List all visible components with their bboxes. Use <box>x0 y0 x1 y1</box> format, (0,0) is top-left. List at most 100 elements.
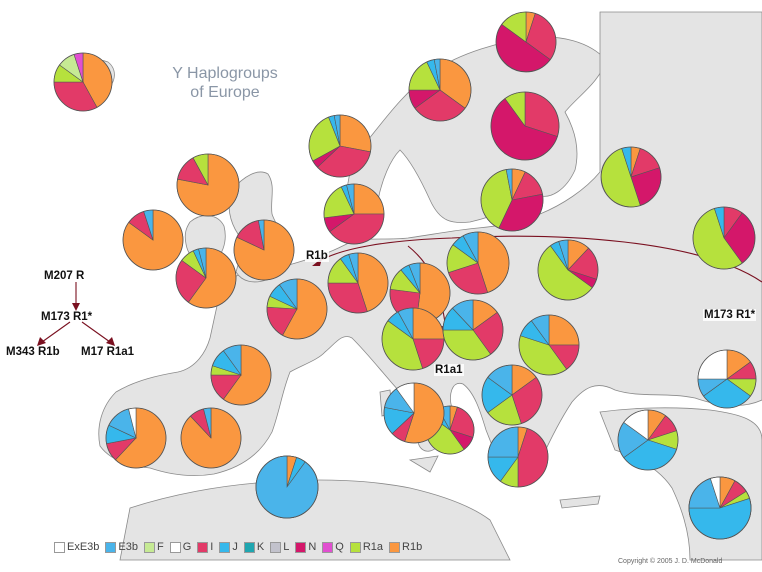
legend-label-i: I <box>210 541 214 553</box>
pie-ireland <box>122 209 184 271</box>
north-africa-landmass <box>119 479 511 561</box>
legend-item-e3b: E3b <box>105 541 138 553</box>
pie-finland <box>490 91 560 161</box>
legend: ExE3b E3b F G I J K L N Q R1a R1b <box>54 541 428 553</box>
pie-outline <box>323 183 385 245</box>
pie-outline <box>481 364 543 426</box>
pie-outline <box>327 252 389 314</box>
legend-swatch-r1b <box>389 541 401 553</box>
scandinavia-landmass <box>346 36 607 226</box>
pie-outline <box>175 247 237 309</box>
pie-outline <box>408 58 472 122</box>
pie-outline <box>688 476 752 540</box>
pie-norway-north- <box>408 58 472 122</box>
pie-turkey <box>617 409 679 471</box>
tree-right-label: M17 R1a1 <box>81 346 135 358</box>
legend-swatch-e3b <box>105 541 117 553</box>
pie-outline <box>383 382 445 444</box>
tree-left-label: M343 R1b <box>6 346 60 358</box>
pie-outline <box>442 299 504 361</box>
legend-item-r1b: R1b <box>389 541 422 553</box>
legend-item-g: G <box>169 541 192 553</box>
pie-outline <box>697 349 757 409</box>
legend-item-j: J <box>219 541 238 553</box>
pie-outline <box>122 209 184 271</box>
legend-label-e3b: E3b <box>118 541 138 553</box>
legend-swatch-n <box>295 541 307 553</box>
pie-lapland <box>495 11 557 73</box>
pie-shetland <box>176 153 240 217</box>
pie-outline <box>210 344 272 406</box>
pie-russia-north- <box>600 146 662 208</box>
legend-item-k: K <box>243 541 265 553</box>
pie-baltic <box>480 168 544 232</box>
pie-denmark <box>327 252 389 314</box>
legend-label-exe3b: ExE3b <box>67 541 100 553</box>
pie-france-south- <box>180 407 242 469</box>
legend-label-g: G <box>182 541 192 553</box>
tree-arrow-3 <box>81 321 111 343</box>
pie-hungary <box>442 299 504 361</box>
legend-label-r1b: R1b <box>402 541 423 553</box>
pie-norway <box>308 114 372 178</box>
legend-swatch-q <box>322 541 334 553</box>
map-title: Y Haplogroups of Europe <box>150 64 300 102</box>
pie-italy-north- <box>383 382 445 444</box>
pie-outline <box>53 52 113 112</box>
pie-russia-east- <box>692 206 756 270</box>
pie-levant <box>688 476 752 540</box>
pie-portugal <box>105 407 167 469</box>
sicily-landmass <box>408 455 439 473</box>
pie-outline <box>176 153 240 217</box>
pie-balkans <box>487 426 549 488</box>
pie-england <box>175 247 237 309</box>
legend-item-l: L <box>270 541 289 553</box>
pie-outline <box>617 409 679 471</box>
pie-sweden <box>323 183 385 245</box>
map-title-line-1: Y Haplogroups <box>172 65 278 82</box>
legend-label-n: N <box>308 541 317 553</box>
legend-swatch-k <box>243 541 255 553</box>
map-label-r1a1: R1a1 <box>434 364 464 376</box>
pie-romania <box>481 364 543 426</box>
legend-label-j: J <box>232 541 238 553</box>
pie-outline <box>180 407 242 469</box>
map-label-m173: M173 R1* <box>703 309 757 321</box>
pie-outline <box>308 114 372 178</box>
legend-swatch-l <box>270 541 282 553</box>
pie-france-north- <box>210 344 272 406</box>
pie-outline <box>480 168 544 232</box>
arrow-head-tree-2 <box>37 337 46 346</box>
legend-swatch-f <box>144 541 155 553</box>
pie-outline <box>692 206 756 270</box>
pie-outline <box>255 455 319 519</box>
pie-austria <box>518 314 580 376</box>
legend-item-exe3b: ExE3b <box>54 541 99 553</box>
legend-item-n: N <box>295 541 316 553</box>
pie-czechia <box>381 307 445 371</box>
tree-root-label: M207 R <box>44 270 85 282</box>
legend-label-k: K <box>256 541 265 553</box>
legend-item-r1a: R1a <box>349 541 383 553</box>
legend-swatch-g <box>169 541 181 553</box>
map-label-r1b: R1b <box>305 250 329 262</box>
map-title-line-2: of Europe <box>190 84 260 101</box>
copyright-text: Copyright © 2005 J. D. McDonald <box>618 558 723 565</box>
legend-swatch-i <box>197 541 209 553</box>
arrow-head-tree-3 <box>106 337 115 346</box>
legend-item-f: F <box>144 541 164 553</box>
pie-outline <box>495 11 557 73</box>
pie-iceland <box>53 52 113 112</box>
legend-label-l: L <box>283 541 290 553</box>
pie-outline <box>446 231 510 295</box>
pie-north-africa <box>255 455 319 519</box>
legend-item-i: I <box>197 541 213 553</box>
pie-germany <box>446 231 510 295</box>
pie-outline <box>537 239 599 301</box>
pie-outline <box>490 91 560 161</box>
pie-outline <box>600 146 662 208</box>
legend-swatch-exe3b <box>54 541 65 553</box>
tree-arrow-2 <box>41 321 71 343</box>
